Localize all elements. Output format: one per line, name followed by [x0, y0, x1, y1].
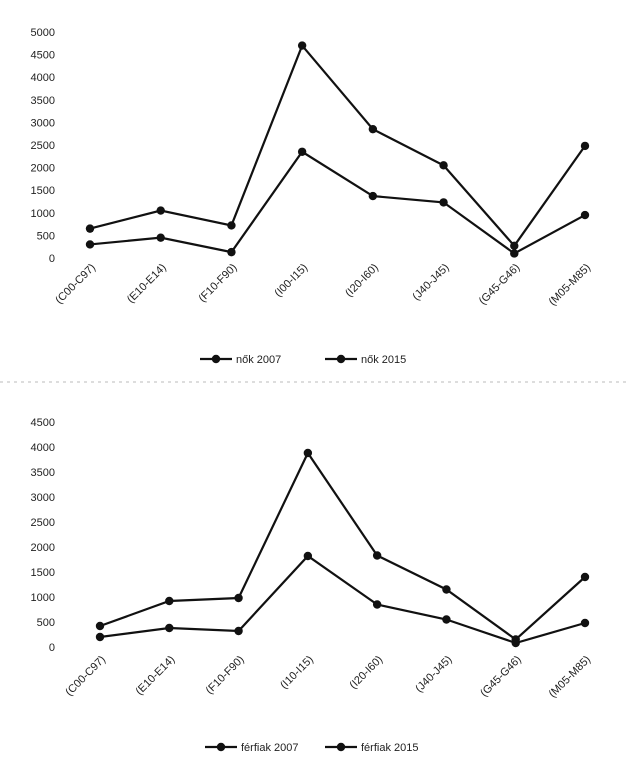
x-tick-label: (F10-F90): [204, 654, 247, 697]
y-tick-label: 3500: [31, 467, 55, 479]
y-tick-label: 500: [37, 230, 55, 242]
series-line-2: [99, 450, 586, 641]
legend-label: férfiak 2007: [241, 742, 298, 754]
y-tick-label: 1000: [31, 208, 55, 220]
legend: férfiak 2007 férfiak 2015: [205, 742, 418, 754]
x-tick-label: (I00-I15): [272, 262, 310, 300]
data-point: [303, 551, 313, 561]
y-tick-label: 1500: [31, 185, 55, 197]
chart-2: 0 500 1000 1500 2000 2500 3000 3500 4000 4500 (C00…: [31, 417, 594, 754]
data-point: [368, 191, 378, 201]
chart-1: 0 500 1000 1500 2000 2500 3000 3500 4000 4500 5000…: [31, 27, 594, 366]
legend-marker: [336, 354, 346, 364]
y-tick-label: 0: [49, 253, 55, 265]
x-tick-label: (I20-I60): [347, 654, 385, 692]
y-tick-label: 4000: [31, 442, 55, 454]
y-tick-label: 5000: [31, 27, 55, 39]
data-point: [511, 635, 520, 644]
x-tick-label: (G45-G46): [478, 654, 524, 700]
x-tick-label: (M05-M85): [547, 654, 594, 701]
x-tick-label: (C00-C97): [53, 262, 98, 307]
x-tick-label: (F10-F90): [196, 262, 239, 305]
data-point: [442, 615, 451, 624]
y-tick-label: 1000: [31, 592, 55, 604]
data-point: [580, 141, 590, 151]
x-tick-label: (J40-J45): [413, 654, 454, 695]
y-tick-label: 3000: [31, 492, 55, 504]
y-tick-label: 2500: [31, 517, 55, 529]
x-tick-label: (C00-C97): [63, 654, 108, 699]
data-point: [372, 600, 382, 609]
y-tick-label: 2000: [31, 542, 55, 554]
series-line-1: [89, 150, 586, 255]
y-tick-label: 4500: [31, 50, 55, 62]
data-point: [442, 585, 451, 594]
legend-marker: [336, 742, 346, 752]
data-point: [297, 41, 307, 50]
x-tick-label: (G45-G46): [477, 262, 523, 308]
y-tick-label: 3500: [31, 95, 55, 107]
data-point: [303, 448, 313, 458]
data-point: [234, 626, 243, 636]
data-point: [165, 623, 174, 633]
data-point: [580, 210, 590, 220]
data-point: [95, 632, 105, 642]
series-line-2: [89, 43, 586, 248]
legend-marker: [216, 742, 226, 752]
legend-label: férfiak 2015: [361, 742, 418, 754]
data-point: [165, 596, 174, 606]
y-tick-label: 4500: [31, 417, 55, 429]
data-point: [156, 233, 165, 242]
data-point: [510, 241, 519, 250]
series-line-1: [99, 554, 586, 645]
y-tick-label: 0: [49, 642, 55, 654]
y-tick-label: 500: [37, 617, 55, 629]
legend-label: nők 2007: [236, 354, 281, 366]
x-tick-label: (J40-J45): [410, 262, 451, 303]
y-tick-label: 1500: [31, 567, 55, 579]
y-tick-label: 4000: [31, 72, 55, 84]
x-tick-label: (E10-E14): [133, 654, 177, 698]
data-point: [580, 572, 590, 582]
legend-marker: [211, 354, 221, 364]
data-point: [95, 621, 105, 631]
data-point: [227, 221, 236, 230]
y-tick-label: 2500: [31, 140, 55, 152]
x-tick-label: (M05-M85): [547, 262, 594, 309]
data-point: [156, 206, 165, 215]
x-tick-label: (I20-I60): [343, 262, 381, 300]
data-point: [85, 224, 95, 233]
data-point: [297, 147, 307, 156]
data-point: [439, 198, 448, 207]
data-point: [372, 551, 382, 560]
data-point: [439, 161, 448, 170]
legend-label: nők 2015: [361, 354, 406, 366]
x-tick-label: (E10-E14): [125, 262, 169, 306]
data-point: [234, 593, 243, 603]
data-point: [368, 124, 378, 134]
y-tick-label: 3000: [31, 117, 55, 129]
y-tick-label: 2000: [31, 163, 55, 175]
data-point: [227, 247, 236, 257]
legend: nők 2007 nők 2015: [200, 354, 406, 366]
data-point: [510, 249, 519, 258]
data-point: [580, 618, 590, 628]
data-point: [85, 240, 95, 249]
x-tick-label: (I10-I15): [278, 654, 316, 692]
